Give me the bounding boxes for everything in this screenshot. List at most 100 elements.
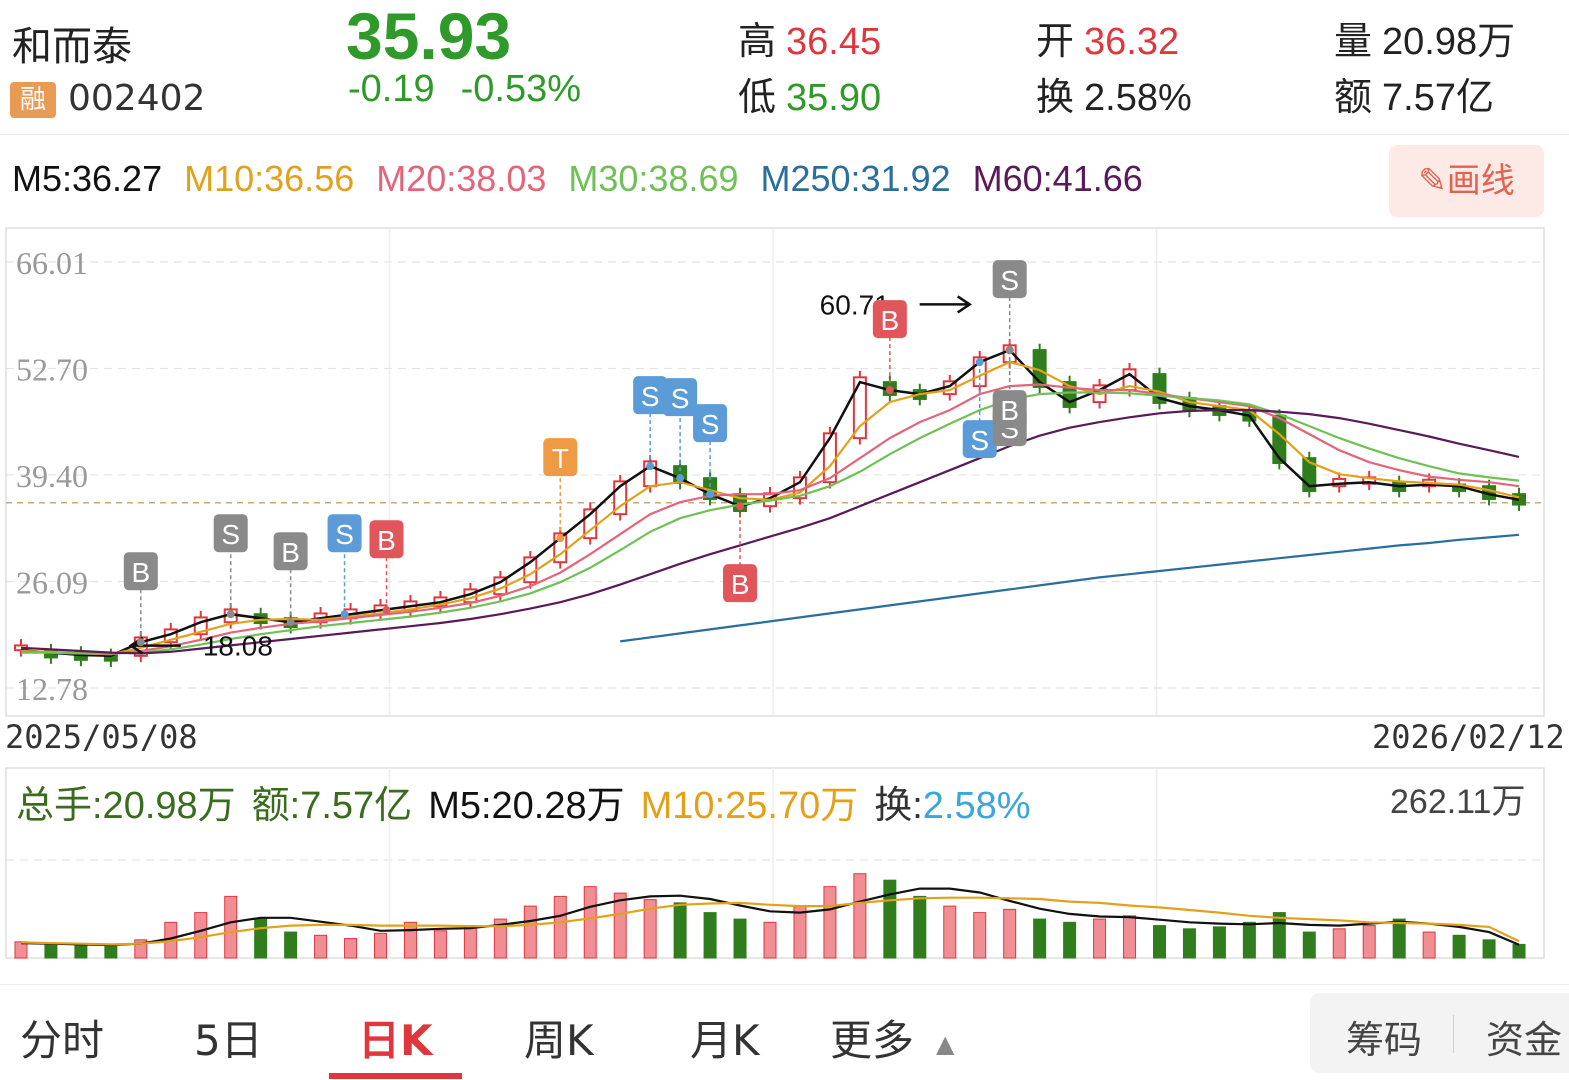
signal-dot: [340, 610, 349, 619]
signal-label: S: [671, 383, 690, 414]
volume-bar: [344, 938, 358, 959]
tab-daily-k[interactable]: 日K: [358, 1016, 433, 1065]
volume-ma-lines: [20, 887, 1520, 947]
signal-dot: [226, 610, 235, 619]
volume-bar: [673, 902, 687, 959]
volume-max-label: 262.11万: [1390, 783, 1526, 821]
volume-bars: [14, 873, 1526, 959]
signal-label: B: [1000, 395, 1019, 426]
volume-value: 20.98万: [1382, 21, 1516, 63]
volume-bar: [1362, 925, 1376, 959]
volume-bar: [1272, 912, 1286, 959]
signal-label: B: [731, 569, 750, 600]
signal-dot: [736, 502, 745, 511]
ma-line-m20: [20, 383, 1520, 656]
volume-bar: [1003, 908, 1017, 959]
volume-bar: [1093, 918, 1107, 959]
volume-ma10-line: [20, 896, 1520, 946]
volume-label: 量: [1334, 19, 1373, 63]
tab-more[interactable]: 更多 ▲: [830, 1007, 954, 1068]
volume-bar: [553, 895, 567, 959]
high-label: 高: [738, 19, 777, 63]
price-tick-label: 39.40: [16, 458, 88, 494]
ma-legend: M5:36.27 M10:36.56 M20:38.03 M30:38.69 M250:…: [12, 158, 1165, 200]
low-label: 低: [738, 75, 777, 119]
volume-bar: [1182, 928, 1196, 959]
tab-intraday[interactable]: 分时: [20, 1016, 105, 1065]
signal-dot: [676, 474, 685, 483]
volume-bar: [1332, 928, 1346, 959]
chart-grid: [5, 227, 1545, 959]
ma-line-m250: [620, 533, 1520, 643]
ma-legend-m30: M30:38.69: [568, 158, 739, 199]
volume-turnover-value: 2.58%: [922, 785, 1031, 827]
period-tabs: 分时 5日 日K 周K 月K 更多 ▲ 筹码 资金: [0, 984, 1569, 1080]
signal-badge: [992, 390, 1027, 429]
signal-label: S: [701, 409, 720, 440]
volume-bar: [1482, 939, 1496, 959]
side-buttons: 筹码 资金: [1310, 993, 1569, 1073]
volume-bar: [224, 895, 238, 959]
volume-bar: [943, 905, 957, 959]
signal-label: B: [880, 305, 899, 336]
volume-bar: [104, 945, 118, 959]
volume-bar: [793, 905, 807, 959]
volume-bar: [1063, 921, 1077, 959]
pencil-icon: ✎: [1418, 161, 1447, 201]
candle-body: [852, 376, 867, 440]
volume-bar: [1302, 931, 1316, 959]
volume-bar: [493, 918, 507, 959]
signal-dot: [975, 358, 984, 367]
draw-line-button[interactable]: ✎画线: [1389, 145, 1544, 217]
signal-badge: [663, 378, 698, 417]
price-tick-label: 66.01: [16, 245, 88, 281]
moving-average-lines: [20, 348, 1520, 658]
volume-ma5-line: [20, 887, 1520, 947]
signal-badge: [992, 260, 1027, 299]
chip-distribution-button[interactable]: 筹码: [1346, 1018, 1423, 1062]
amount-label: 额: [1334, 75, 1373, 119]
stock-code: 002402: [68, 78, 206, 119]
volume-bar: [883, 879, 897, 959]
volume-bar: [14, 941, 28, 959]
price-tick-label: 12.78: [16, 671, 88, 707]
signal-badge: [543, 438, 578, 477]
signal-badge: [872, 300, 907, 339]
volume-bar: [74, 944, 88, 959]
signal-badge: [962, 420, 997, 459]
volume-bar: [314, 934, 328, 959]
capital-flow-button[interactable]: 资金: [1486, 1018, 1563, 1062]
volume-bar: [703, 912, 717, 959]
volume-amount: 额:7.57亿: [251, 785, 413, 827]
signal-badge: [723, 564, 758, 603]
volume-turnover-label: 换:: [874, 785, 923, 827]
volume-bar: [374, 932, 388, 959]
signal-badge: [327, 514, 362, 553]
volume-bar: [403, 921, 417, 959]
last-price: 35.93: [346, 0, 512, 73]
date-end-label: 2026/02/12: [1372, 718, 1565, 756]
signal-badge: [123, 552, 158, 591]
volume-bar: [1512, 943, 1526, 959]
signal-badge: [633, 376, 668, 415]
ma-legend-m250: M250:31.92: [760, 158, 951, 199]
signal-label: S: [970, 425, 989, 456]
signal-label: B: [131, 557, 150, 588]
high-stat: 高 36.45: [738, 10, 881, 65]
tab-monthly-k[interactable]: 月K: [690, 1016, 760, 1065]
volume-m5: M5:20.28万: [428, 785, 625, 827]
tab-5day[interactable]: 5日: [194, 1016, 263, 1065]
turnover-label: 换: [1036, 75, 1075, 119]
price-axis-labels: 66.01 52.70 39.40 26.09 12.78: [16, 245, 88, 707]
volume-bar: [1212, 926, 1226, 959]
margin-trading-badge: 融: [10, 82, 56, 118]
signal-label: B: [377, 525, 396, 556]
signal-dot: [382, 606, 391, 615]
volume-bar: [733, 918, 747, 959]
volume-bar: [463, 925, 477, 959]
signal-label: S: [641, 381, 660, 412]
ma-legend-m10: M10:36.56: [184, 158, 355, 199]
volume-bar: [1152, 925, 1166, 959]
tab-weekly-k[interactable]: 周K: [524, 1016, 594, 1065]
